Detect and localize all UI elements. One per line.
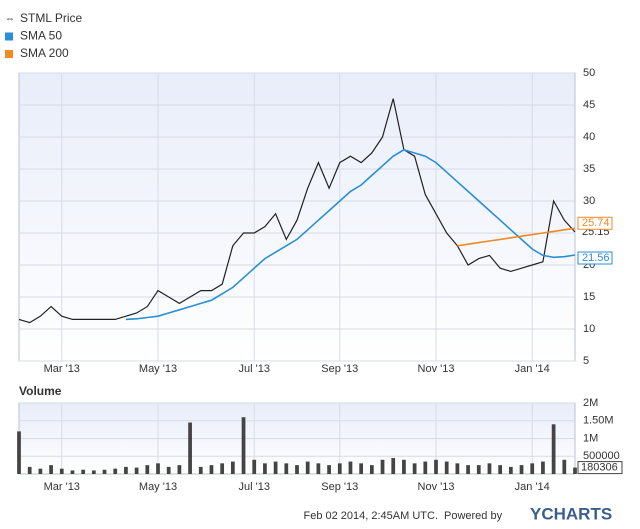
last-value-tag xyxy=(577,461,623,475)
volume-bar xyxy=(49,465,53,474)
sma-line xyxy=(457,227,576,247)
y-tick-label: 15 xyxy=(583,291,595,303)
volume-bar xyxy=(27,466,32,474)
volume-bar xyxy=(198,466,203,474)
volume-bar xyxy=(70,470,75,474)
volume-bar xyxy=(423,461,428,474)
x-tick-label: Jan '14 xyxy=(515,363,550,375)
volume-bar xyxy=(530,463,535,474)
volume-bar xyxy=(284,463,289,474)
volume-bar xyxy=(166,466,171,474)
legend-marker xyxy=(5,32,13,41)
volume-bar xyxy=(359,463,364,474)
volume-bar xyxy=(519,465,524,474)
volume-bar xyxy=(273,461,278,474)
volume-bar xyxy=(134,467,139,474)
powered-by: Powered by xyxy=(444,510,503,522)
x-tick-label: Nov '13 xyxy=(418,363,455,375)
volume-bar xyxy=(124,466,128,474)
volume-bar xyxy=(81,469,86,474)
volume-bar xyxy=(145,465,150,474)
volume-bar xyxy=(188,422,192,474)
volume-bar xyxy=(305,461,310,474)
volume-bar xyxy=(412,463,417,474)
volume-bar xyxy=(466,465,470,474)
x-tick-label: Jul '13 xyxy=(239,363,270,375)
x-tick-label: Mar '13 xyxy=(44,481,80,493)
price-line xyxy=(18,98,576,324)
x-tick-label: Sep '13 xyxy=(321,363,358,375)
y-tick-label: 500000 xyxy=(583,450,620,462)
volume-bar xyxy=(434,459,438,474)
plot-area xyxy=(18,72,576,362)
volume-bar xyxy=(541,461,545,474)
volume-bar xyxy=(316,463,321,474)
legend-label: STML Price xyxy=(20,11,83,25)
volume-bar xyxy=(551,424,556,474)
volume-bar xyxy=(487,463,492,474)
last-value-tag xyxy=(577,216,613,230)
y-tick-label: 35 xyxy=(583,163,595,175)
legend-icon: ⇔ xyxy=(5,14,15,25)
volume-bar xyxy=(476,465,481,474)
volume-bar xyxy=(498,465,503,474)
last-value-label: 180306 xyxy=(581,462,618,474)
volume-bar xyxy=(402,459,406,474)
volume-bar xyxy=(327,465,331,474)
y-tick-label: 2M xyxy=(583,397,598,409)
volume-bar xyxy=(455,463,460,474)
volume-bar xyxy=(263,463,267,474)
brand: YCHARTS xyxy=(530,504,612,523)
x-tick-label: Jul '13 xyxy=(239,481,270,493)
last-value-tag xyxy=(577,251,613,265)
volume-bar xyxy=(156,463,160,474)
x-tick-label: Jan '14 xyxy=(515,481,550,493)
legend-label: SMA 200 xyxy=(20,46,69,60)
last-value-label: 21.56 xyxy=(582,252,610,264)
volume-bar xyxy=(102,469,107,474)
volume-bar xyxy=(562,459,567,474)
volume-bar xyxy=(113,468,118,474)
volume-bar xyxy=(348,461,353,474)
volume-bar xyxy=(295,465,299,474)
y-tick-label: 1M xyxy=(583,432,598,444)
volume-bar xyxy=(337,463,342,474)
y-tick-label: 1.50M xyxy=(583,415,614,427)
volume-bar xyxy=(230,461,235,474)
last-value-label: 25.74 xyxy=(582,217,610,229)
legend-label: SMA 50 xyxy=(20,29,62,43)
x-tick-label: Sep '13 xyxy=(321,481,358,493)
volume-title: Volume xyxy=(19,384,62,398)
x-tick-label: May '13 xyxy=(139,363,177,375)
volume-bar xyxy=(380,459,385,474)
volume-bar xyxy=(573,467,577,474)
volume-bar xyxy=(59,468,64,474)
x-tick-label: Nov '13 xyxy=(418,481,455,493)
volume-bar xyxy=(220,463,225,474)
y-tick-label: 30 xyxy=(583,195,595,207)
volume-bar xyxy=(91,470,96,474)
y-tick-label: 10 xyxy=(583,323,595,335)
volume-bar xyxy=(508,466,513,474)
legend-marker xyxy=(5,50,13,58)
volume-bar xyxy=(444,461,449,474)
x-tick-label: May '13 xyxy=(139,481,177,493)
y-tick-label: 5 xyxy=(583,355,589,367)
volume-bar xyxy=(17,431,21,474)
volume-bar xyxy=(209,465,214,474)
volume-bar xyxy=(391,458,396,474)
y-tick-label: 50 xyxy=(583,67,595,79)
volume-bar xyxy=(177,465,182,474)
sma-line xyxy=(125,148,576,321)
volume-bar xyxy=(369,465,374,474)
volume-bar xyxy=(252,459,257,474)
x-tick-label: Mar '13 xyxy=(44,363,80,375)
y-tick-label: 45 xyxy=(583,99,595,111)
timestamp: Feb 02 2014, 2:45AM UTC. xyxy=(303,510,438,522)
volume-bar xyxy=(38,468,43,474)
y-tick-label: 40 xyxy=(583,131,595,143)
volume-bar xyxy=(241,417,246,474)
